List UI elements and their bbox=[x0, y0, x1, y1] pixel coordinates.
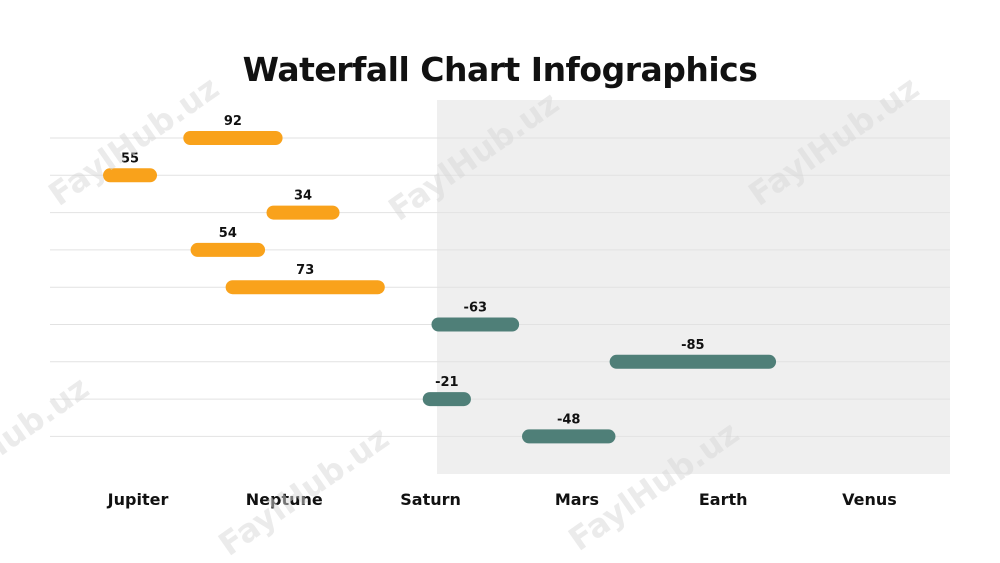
value-labels: 92 55 34 54 73 -63 -85 -21 -48 bbox=[121, 114, 705, 427]
waterfall-bar bbox=[103, 168, 158, 183]
bar-value-label: 54 bbox=[219, 226, 237, 241]
waterfall-bar bbox=[431, 317, 520, 332]
bar-value-label: -48 bbox=[557, 412, 581, 427]
category-label: Earth bbox=[699, 490, 748, 509]
waterfall-bar bbox=[183, 131, 283, 145]
bar-value-label: 34 bbox=[294, 189, 312, 204]
category-label: Mars bbox=[555, 490, 599, 509]
bar-value-label: -85 bbox=[681, 338, 705, 353]
waterfall-bar bbox=[522, 429, 616, 444]
gridlines bbox=[50, 137, 950, 437]
waterfall-bar bbox=[190, 242, 266, 257]
category-label: Jupiter bbox=[107, 490, 169, 509]
category-label: Saturn bbox=[400, 490, 461, 509]
waterfall-bar bbox=[266, 205, 340, 220]
bar-value-label: -63 bbox=[464, 301, 488, 316]
bar-value-label: 73 bbox=[296, 263, 314, 278]
bar-value-label: 55 bbox=[121, 151, 139, 166]
category-label: Neptune bbox=[246, 490, 323, 509]
page-title: Waterfall Chart Infographics bbox=[242, 50, 758, 89]
category-label: Venus bbox=[842, 490, 897, 509]
waterfall-bar bbox=[422, 392, 471, 407]
bar-value-label: -21 bbox=[435, 375, 459, 390]
category-labels: Jupiter Neptune Saturn Mars Earth Venus bbox=[107, 490, 897, 509]
watermark: FaylHub.uz bbox=[212, 419, 396, 563]
waterfall-bar bbox=[609, 354, 777, 369]
watermark: FaylHub.uz bbox=[0, 369, 96, 514]
waterfall-bar bbox=[225, 280, 385, 295]
bar-value-label: 92 bbox=[224, 114, 242, 129]
bars bbox=[103, 131, 777, 444]
